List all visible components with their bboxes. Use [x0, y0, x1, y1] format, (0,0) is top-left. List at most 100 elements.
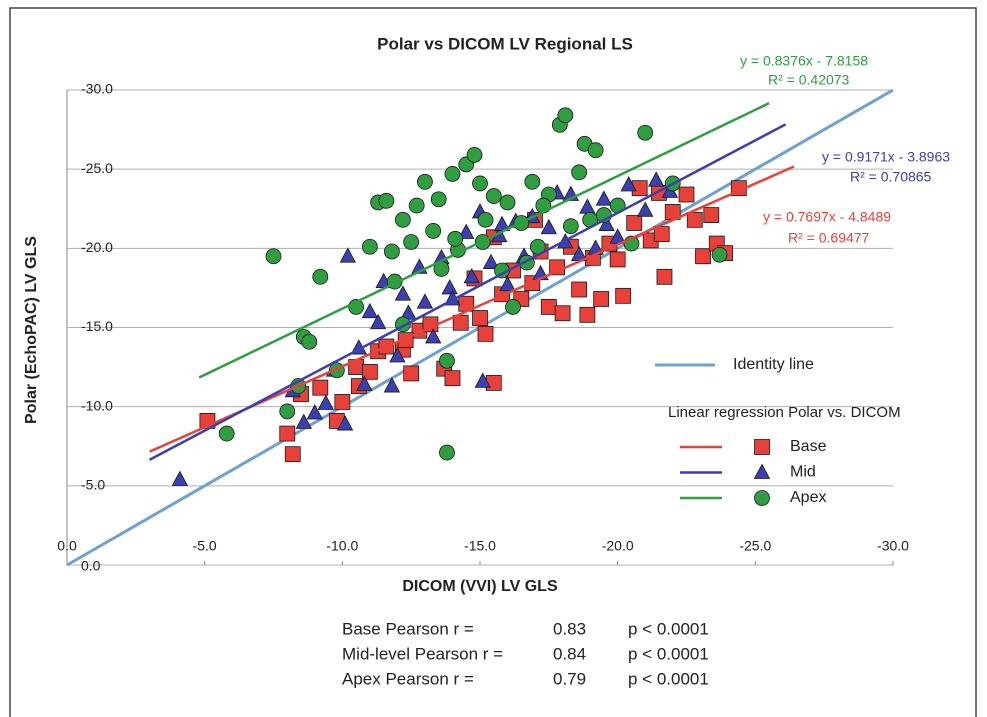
fit-line — [149, 123, 787, 461]
legend-title: Linear regression Polar vs. DICOM — [668, 404, 901, 421]
point — [334, 394, 351, 410]
point — [653, 226, 670, 242]
point — [593, 291, 610, 307]
fit-line — [198, 102, 770, 379]
point — [540, 218, 558, 235]
point — [356, 375, 373, 391]
point — [571, 164, 588, 181]
point — [540, 299, 557, 315]
legend-label: Apex — [790, 489, 826, 506]
point — [620, 176, 637, 192]
point — [295, 413, 312, 429]
point — [499, 194, 516, 211]
point — [218, 425, 235, 442]
point — [383, 377, 401, 393]
r-squared: R² = 0.42073 — [768, 72, 850, 88]
point — [395, 211, 411, 228]
point — [557, 107, 574, 124]
point — [444, 166, 461, 182]
y-tick-label: -20.0 — [81, 239, 113, 255]
point — [171, 470, 189, 486]
point — [703, 207, 720, 223]
stats-cell: 0.79 — [553, 669, 586, 688]
point — [416, 293, 434, 309]
point — [477, 325, 494, 342]
point — [458, 223, 475, 239]
point — [430, 191, 447, 208]
point — [306, 404, 323, 420]
y-tick-label: -25.0 — [81, 160, 113, 176]
y-tick-label: 0.0 — [81, 558, 101, 574]
point — [312, 379, 329, 396]
x-tick-label: 0.0 — [57, 538, 77, 554]
point — [562, 218, 579, 235]
point — [474, 372, 491, 388]
point — [463, 267, 480, 284]
point — [626, 215, 643, 231]
chart-title: Polar vs DICOM LV Regional LS — [377, 34, 633, 53]
point — [571, 281, 588, 298]
stats-cell: 0.84 — [553, 644, 586, 663]
point — [439, 352, 455, 369]
point — [609, 251, 626, 268]
point — [336, 415, 354, 431]
point — [711, 246, 728, 263]
equation: y = 0.8376x - 7.8158 — [740, 53, 868, 69]
point — [417, 173, 433, 190]
stats-cell: 0.83 — [553, 619, 586, 638]
y-tick-label: -5.0 — [81, 477, 105, 493]
point — [579, 306, 596, 323]
point — [499, 275, 516, 292]
point — [403, 365, 420, 382]
stats-cell: p < 0.0001 — [628, 669, 709, 688]
point — [466, 147, 483, 163]
legend-marker — [754, 439, 770, 455]
y-tick-label: -30.0 — [81, 81, 113, 97]
point — [389, 347, 406, 363]
point — [425, 223, 442, 239]
point — [477, 211, 494, 228]
point — [361, 363, 378, 380]
point — [615, 287, 632, 304]
stats-cell: Base Pearson r = — [342, 619, 474, 638]
stats-cell: p < 0.0001 — [628, 644, 709, 663]
point — [408, 197, 425, 214]
point — [579, 198, 596, 214]
r-squared: R² = 0.69477 — [788, 230, 870, 246]
point — [637, 201, 654, 217]
point — [425, 328, 442, 344]
x-tick-label: -20.0 — [602, 538, 634, 554]
point — [369, 313, 387, 330]
point — [695, 248, 711, 265]
stats-cell: p < 0.0001 — [628, 619, 709, 638]
y-axis-label: Polar (EchoPAC) LV GLS — [23, 236, 40, 424]
point — [439, 444, 455, 461]
frame — [9, 7, 977, 717]
point — [686, 211, 703, 228]
point — [472, 175, 488, 192]
stats-cell: Mid-level Pearson r = — [342, 644, 503, 663]
x-axis-label: DICOM (VVI) LV GLS — [402, 578, 558, 595]
legend-label: Identity line — [733, 356, 814, 373]
point — [554, 305, 571, 322]
r-squared: R² = 0.70865 — [850, 169, 932, 185]
point — [279, 425, 296, 442]
point — [482, 253, 500, 269]
y-tick-label: -10.0 — [81, 397, 113, 413]
point — [587, 142, 604, 159]
point — [524, 173, 541, 190]
point — [403, 234, 420, 250]
point — [472, 310, 488, 326]
point — [265, 248, 282, 265]
equation: y = 0.9171x - 3.8963 — [822, 149, 950, 165]
point — [394, 285, 412, 301]
point — [447, 230, 464, 247]
point — [595, 190, 613, 206]
point — [312, 268, 329, 285]
x-tick-label: -15.0 — [464, 538, 496, 554]
legend-label: Base — [790, 438, 827, 455]
point — [444, 370, 461, 387]
point — [361, 238, 378, 255]
equation: y = 0.7697x - 4.8489 — [763, 209, 891, 225]
